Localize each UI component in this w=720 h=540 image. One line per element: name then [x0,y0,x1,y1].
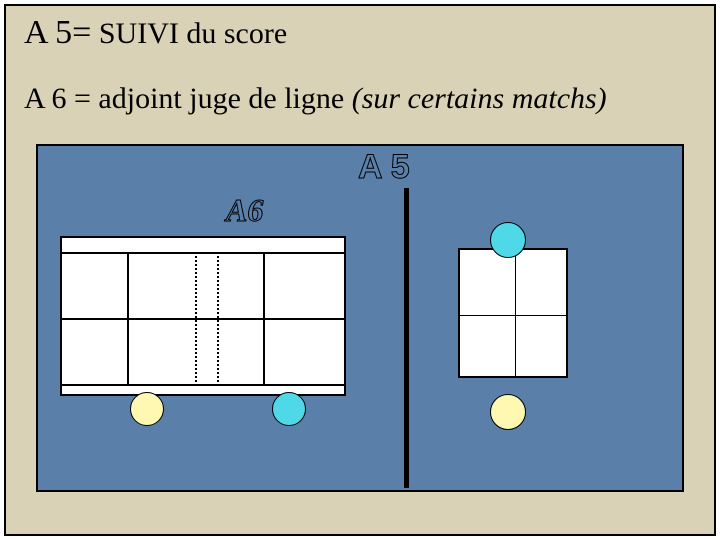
court-line [515,250,516,376]
court-line [127,252,129,386]
line-a5-definition: A 5= SUIVI du score [24,14,287,52]
marker-top-cyan [490,222,526,258]
diagram-area: A 5 A6 [36,144,684,492]
line2-italic: (sur certains matchs) [352,82,607,115]
line2-text: A 6 = adjoint juge de ligne [24,82,352,115]
label-a5: A 5 [358,148,410,187]
court-line [263,252,265,386]
court-line [62,384,344,386]
court-net-dotted [217,252,219,386]
court-net-dotted [195,252,197,386]
marker-court-right-cyan [272,392,306,426]
line1-prefix: A 5= [24,14,91,51]
badminton-court [60,236,346,396]
line1-rest: SUIVI du score [91,17,287,50]
court-line [62,318,344,320]
court-line [460,315,566,316]
marker-court-left-yellow [130,392,164,426]
center-post [404,188,409,488]
label-a6: A6 [226,192,263,229]
title-area: A 5= SUIVI du score A 6 = adjoint juge d… [6,6,714,144]
court-line [62,252,344,254]
marker-bottom-yellow [490,394,526,430]
side-court [458,248,568,378]
line-a6-definition: A 6 = adjoint juge de ligne (sur certain… [24,82,607,116]
slide-frame: A 5= SUIVI du score A 6 = adjoint juge d… [4,4,716,536]
